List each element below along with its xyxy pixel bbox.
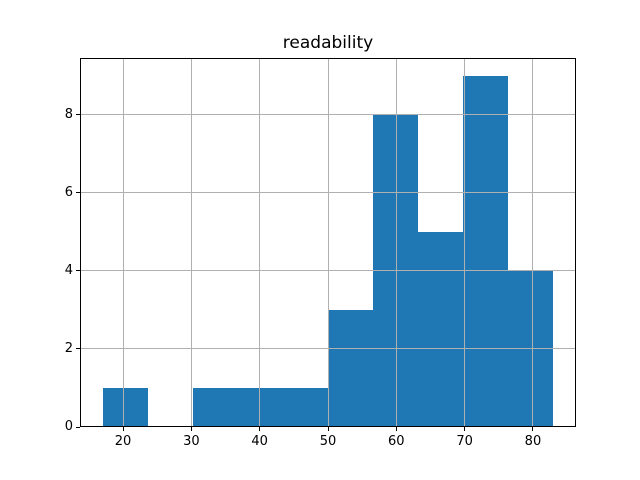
gridline-vertical [122, 58, 124, 427]
x-tick-label: 60 [388, 434, 405, 449]
histogram-bar [418, 231, 464, 427]
x-tick-mark [464, 427, 466, 431]
y-tick-label: 4 [64, 262, 73, 278]
y-tick-label: 6 [64, 184, 73, 200]
x-tick-mark [327, 427, 329, 431]
histogram-bar [282, 387, 328, 427]
x-tick-label: 20 [114, 434, 132, 449]
y-tick-mark [76, 270, 80, 272]
gridline-horizontal [80, 348, 576, 350]
gridline-vertical [259, 58, 261, 427]
gridline-vertical [190, 58, 192, 427]
y-tick-mark [76, 348, 80, 350]
x-tick-mark [122, 427, 124, 431]
y-tick-mark [76, 114, 80, 116]
grid-layer [80, 58, 576, 427]
x-tick-label: 30 [183, 434, 200, 449]
gridline-vertical [327, 58, 329, 427]
histogram-bar [328, 309, 374, 427]
y-tick-label: 8 [64, 106, 73, 122]
gridline-horizontal [80, 270, 576, 272]
chart-title: readability [282, 33, 374, 53]
histogram-bar [237, 387, 283, 427]
histogram-bar [192, 387, 238, 427]
histogram-bar [102, 387, 148, 427]
gridline-vertical [532, 58, 534, 427]
x-tick-label: 70 [456, 434, 473, 449]
plot-area [80, 58, 576, 427]
y-tick-label: 2 [64, 340, 73, 356]
y-tick-mark [76, 426, 80, 428]
y-tick-label: 0 [64, 419, 73, 434]
histogram-bar [463, 75, 509, 427]
gridline-horizontal [80, 114, 576, 116]
x-tick-mark [395, 427, 397, 431]
gridline-vertical [464, 58, 466, 427]
x-tick-mark [190, 427, 192, 431]
x-tick-label: 50 [319, 434, 337, 449]
x-tick-mark [259, 427, 261, 431]
x-tick-mark [532, 427, 534, 431]
y-tick-mark [76, 192, 80, 194]
x-tick-label: 80 [524, 434, 542, 449]
gridline-vertical [395, 58, 397, 427]
gridline-horizontal [80, 192, 576, 194]
x-tick-label: 40 [251, 434, 268, 449]
